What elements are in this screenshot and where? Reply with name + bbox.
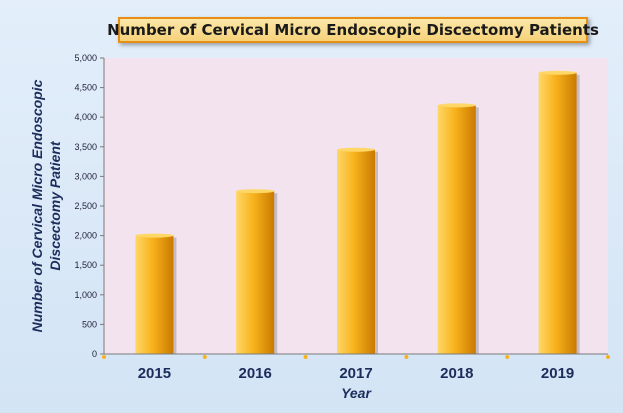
y-tick-label: 500 [82, 319, 97, 329]
bar-top-cap [538, 70, 577, 75]
bar-2015 [135, 235, 174, 354]
bar-2018 [437, 105, 476, 354]
y-tick-label: 2,500 [74, 201, 97, 211]
x-axis-boundary-marker [505, 355, 510, 359]
bar-top-cap [337, 147, 375, 152]
x-tick-label-2015: 2015 [138, 365, 171, 382]
bar-top-cap [135, 233, 174, 238]
y-tick-label: 5,000 [74, 53, 97, 63]
x-axis-boundary-marker [202, 355, 207, 359]
chart-title: Number of Cervical Micro Endoscopic Disc… [107, 21, 599, 39]
x-axis-categories: 2015 2016 2017 2018 2019 [138, 365, 575, 382]
y-tick-label: 2,000 [74, 231, 97, 241]
x-axis-boundary-marker [102, 355, 106, 359]
bar-top-cap [236, 189, 275, 194]
y-axis-title-line-2: Discectomy Patient [47, 140, 63, 270]
bar-2016 [236, 191, 275, 354]
bar-2017 [337, 149, 375, 354]
x-tick-label-2019: 2019 [541, 365, 574, 382]
y-axis-ticks: 0 500 1,000 1,500 2,000 2,500 3,000 3,500 4,000 4… [74, 53, 104, 359]
chart-title-box: Number of Cervical Micro Endoscopic Disc… [107, 17, 599, 43]
bars [135, 70, 580, 355]
y-tick-label: 4,500 [74, 83, 97, 93]
y-tick-label: 1,500 [74, 260, 97, 270]
x-axis-title: Year [341, 385, 372, 401]
bar-2019 [538, 72, 577, 355]
x-tick-label-2018: 2018 [440, 365, 473, 382]
y-tick-label: 3,500 [74, 142, 97, 152]
x-tick-label-2016: 2016 [239, 365, 272, 382]
y-tick-label: 3,000 [74, 171, 97, 181]
bar-top-cap [437, 103, 476, 108]
y-tick-label: 0 [92, 349, 97, 359]
x-axis-boundary-marker [303, 355, 308, 359]
y-tick-label: 1,000 [74, 290, 97, 300]
x-axis-boundary-marker [606, 355, 610, 359]
y-axis-title-line-1: Number of Cervical Micro Endoscopic [29, 79, 45, 332]
y-tick-label: 4,000 [74, 112, 97, 122]
x-axis-markers [102, 355, 610, 359]
x-axis-boundary-marker [404, 355, 409, 359]
x-tick-label-2017: 2017 [339, 365, 372, 382]
